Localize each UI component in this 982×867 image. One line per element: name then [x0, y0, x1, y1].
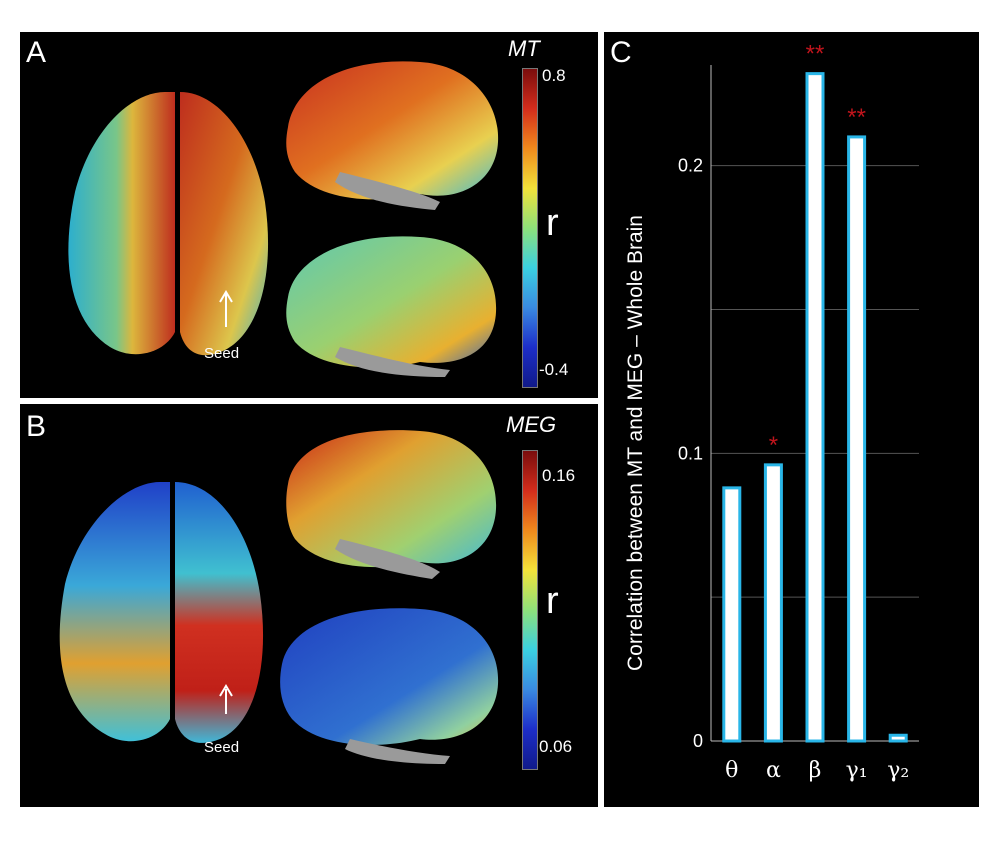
- brain-top-left-hemisphere: [68, 92, 175, 355]
- x-tick-label: β: [809, 758, 822, 783]
- y-axis-label: Correlation between MT and MEG – Whole B…: [624, 215, 647, 671]
- brain-lateral-lower-b: [280, 608, 499, 745]
- colorbar-b-min: 0.06: [539, 737, 573, 756]
- brain-top-right-hemisphere: [180, 92, 269, 356]
- panel-c-label: C: [610, 36, 632, 69]
- y-tick-label: 0: [693, 731, 703, 751]
- colorbar-b-max: 0.16: [542, 466, 576, 485]
- bar: [805, 72, 825, 743]
- colorbar-b-title: MEG: [506, 412, 557, 437]
- brain-lateral-upper: [286, 61, 499, 200]
- brain-lateral-lower: [286, 236, 497, 368]
- x-tick-label: γ₁: [846, 758, 868, 783]
- panel-b-brain-renders: [59, 430, 499, 764]
- seed-label-b: Seed: [204, 739, 240, 756]
- bar: [722, 486, 742, 743]
- y-tick-label: 0.1: [678, 443, 703, 463]
- brain-lateral-upper-b: [286, 430, 497, 568]
- colorbar-a-min: -0.4: [539, 360, 569, 379]
- colorbar-a-max: 0.8: [542, 66, 566, 85]
- colorbar-b-symbol: r: [546, 580, 559, 622]
- seed-label-a: Seed: [204, 345, 240, 362]
- panel-b-meg-map: B MEG 0.16 r 0.06 Seed: [20, 404, 598, 807]
- colorbar-b: [522, 450, 538, 770]
- vertical-divider: [598, 32, 604, 807]
- significance-marker: **: [806, 41, 825, 68]
- colorbar-a-symbol: r: [546, 202, 559, 244]
- bar-chart-svg: 0 0.1 0.2 Correlation between MT and MEG – …: [624, 41, 919, 783]
- bar: [847, 135, 867, 743]
- brain-top-right-hemisphere-b: [175, 482, 264, 743]
- y-tick-label: 0.2: [678, 156, 703, 176]
- significance-marker: **: [847, 104, 866, 131]
- significance-marker: *: [769, 432, 778, 459]
- x-tick-label: θ: [725, 758, 738, 783]
- panel-a-mt-map: A MT 0.8 r -0.4 Seed: [20, 32, 598, 398]
- colorbar-a-title: MT: [508, 36, 540, 61]
- horizontal-divider: [20, 398, 598, 404]
- bar: [888, 733, 908, 743]
- bar: [763, 463, 783, 743]
- panel-a-label: A: [26, 36, 47, 69]
- colorbar-a: [522, 68, 538, 388]
- panel-a-brain-renders: [68, 61, 499, 377]
- x-tick-label: γ₂: [887, 758, 909, 783]
- x-tick-label: α: [766, 758, 781, 783]
- panel-c-bar-chart: C 0 0.1 0.2 Correlation between MT and MEG …: [604, 32, 979, 807]
- panel-b-label: B: [26, 410, 47, 443]
- brain-top-left-hemisphere-b: [59, 482, 170, 742]
